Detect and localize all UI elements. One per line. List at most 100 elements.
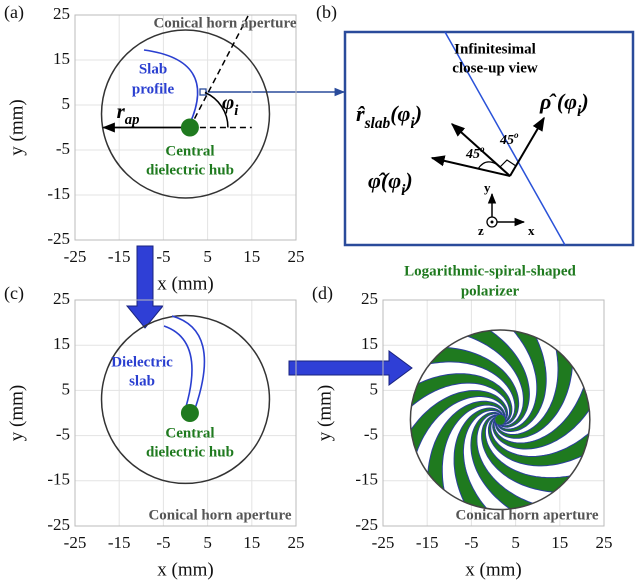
x-tick-label: 25 <box>288 247 305 266</box>
y-tick-label: -25 <box>355 515 378 534</box>
y-tick-label: -15 <box>47 184 70 203</box>
annotation: rap <box>117 99 140 129</box>
phi-vector <box>430 155 511 177</box>
dashed-line <box>189 15 249 128</box>
spiral-arm <box>410 346 520 425</box>
flow-arrow <box>288 350 413 386</box>
annotation: φi <box>222 90 239 120</box>
angle-label-part: o <box>480 144 485 154</box>
annotation: close-up view <box>452 60 538 76</box>
vector-label-part: ) <box>413 101 422 126</box>
annotation: Slab <box>139 61 167 77</box>
annotation: Conical horn aperture <box>455 507 598 523</box>
zoom-square <box>199 88 207 96</box>
y-tick-label: -25 <box>47 515 70 534</box>
annotation: dielectric hub <box>146 162 234 178</box>
vector-label-part: r̂ <box>356 101 366 126</box>
x-tick-label: -25 <box>64 533 87 552</box>
annotation: Central <box>165 143 214 159</box>
annotation-part: i <box>234 103 239 119</box>
spiral-arm <box>427 400 506 510</box>
vector-label-part: ) <box>403 168 412 193</box>
x-tick-label: 15 <box>243 533 260 552</box>
annotation-part: r <box>117 99 126 123</box>
axis-label: y <box>484 180 491 195</box>
angle-arc <box>204 91 229 128</box>
angle-label-part: 45 <box>499 133 514 148</box>
slab-profile <box>143 49 199 124</box>
annotation-part: ap <box>125 112 140 128</box>
annotation: Conical horn aperture <box>153 15 296 31</box>
x-tick-label: -5 <box>156 533 170 552</box>
annotation: dielectric hub <box>146 444 234 460</box>
annotation: Conical horn aperture <box>148 507 291 523</box>
x-tick-label: 5 <box>203 247 212 266</box>
annotation: Logarithmic-spiral-shaped <box>404 263 576 279</box>
y-tick-label: -5 <box>56 139 70 158</box>
hub <box>495 414 506 425</box>
x-tick-label: -25 <box>64 247 87 266</box>
axes-frame <box>382 299 605 527</box>
zoom-frame <box>343 30 635 247</box>
vector-label-part: slab <box>364 115 391 132</box>
spiral-arm <box>481 414 590 493</box>
spiral-arm <box>495 330 574 439</box>
x-tick-label: 25 <box>288 533 305 552</box>
panel-label: (b) <box>316 2 337 23</box>
vector-label: ρ̂ (φi) <box>539 89 589 120</box>
vector-label-part: ) <box>579 89 588 114</box>
spiral-arm <box>494 330 547 433</box>
aperture <box>100 29 271 199</box>
annotation: profile <box>132 81 175 97</box>
y-tick-label: 25 <box>53 4 70 23</box>
panel-label: (d) <box>312 283 333 304</box>
y-tick-label: 25 <box>361 289 378 308</box>
y-tick-label: 5 <box>62 94 71 113</box>
aperture <box>100 314 271 485</box>
angle-label: 45o <box>499 130 519 148</box>
x-tick-label: 5 <box>511 533 520 552</box>
x-tick-label: -15 <box>108 247 131 266</box>
rho-vector <box>509 116 545 177</box>
angle-label: 45o <box>465 144 485 162</box>
x-axis-label: x (mm) <box>465 559 521 580</box>
vector-label: r̂slab(φi) <box>356 101 422 132</box>
axis-label: x <box>528 223 535 238</box>
hub <box>180 404 199 422</box>
x-tick-label: 5 <box>203 533 212 552</box>
annotation-part: φ <box>222 90 234 114</box>
x-axis-label: x (mm) <box>157 273 213 294</box>
y-tick-label: -5 <box>56 425 70 444</box>
x-tick-label: 15 <box>243 247 260 266</box>
x-tick-label: -15 <box>108 533 131 552</box>
y-tick-label: 15 <box>361 334 378 353</box>
vector-label-part: ρ̂ (φ <box>539 89 577 114</box>
right-angle <box>499 159 517 168</box>
y-tick-label: -15 <box>355 470 378 489</box>
vector-label-part: i <box>401 182 406 199</box>
x-tick-label: -25 <box>372 533 395 552</box>
vector-label-part: i <box>410 115 415 132</box>
axes-frame <box>74 299 297 527</box>
hub <box>180 118 199 137</box>
angle-label-part: o <box>514 130 519 140</box>
x-tick-label: -5 <box>464 533 478 552</box>
spiral-arm <box>453 407 507 510</box>
annotation: polarizer <box>461 283 520 299</box>
vector-label: φ̂(φi) <box>368 168 413 199</box>
panel-label: (c) <box>4 283 24 304</box>
x-tick-label: -15 <box>416 533 439 552</box>
x-axis-label: x (mm) <box>157 559 213 580</box>
y-tick-label: -5 <box>364 425 378 444</box>
y-axis-label: y (mm) <box>6 99 27 155</box>
angle-label-part: 45 <box>465 147 480 162</box>
annotation: Central <box>165 425 214 441</box>
axis-label: z <box>478 223 484 238</box>
axes-frame <box>74 14 297 241</box>
annotation: Dielectric <box>111 354 173 370</box>
panel-label: (a) <box>4 2 24 23</box>
vector-label-part: φ̂(φ <box>368 168 401 193</box>
aperture <box>409 329 591 511</box>
x-tick-label: -5 <box>156 247 170 266</box>
